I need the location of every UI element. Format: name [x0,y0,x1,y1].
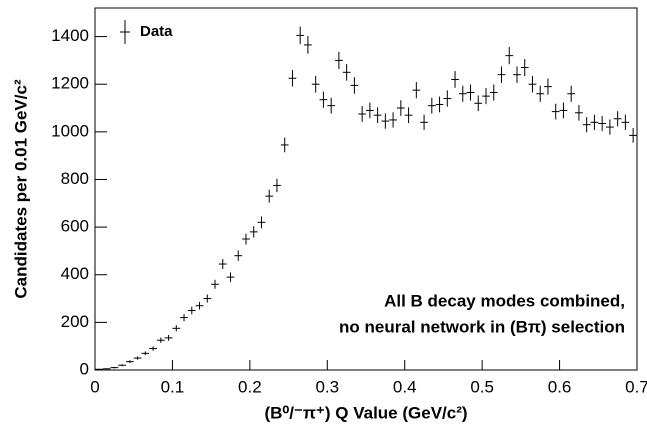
y-tick-label: 400 [61,264,89,283]
x-tick-label: 0.2 [238,377,262,396]
y-axis-label: Candidates per 0.01 GeV/c² [11,79,30,299]
plot-frame [94,7,638,371]
y-tick-label: 1200 [51,74,89,93]
y-tick-label: 1000 [51,121,89,140]
y-tick-label: 600 [61,217,89,236]
y-tick-label: 800 [61,169,89,188]
x-tick-label: 0.1 [161,377,185,396]
legend-label: Data [140,23,173,40]
x-tick-label: 0 [90,377,99,396]
x-tick-label: 0.5 [470,377,494,396]
y-tick-label: 1400 [51,26,89,45]
y-tick-label: 0 [80,359,89,378]
x-tick-label: 0.6 [548,377,572,396]
annotation: no neural network in (Bπ) selection [339,317,625,336]
x-tick-label: 0.7 [625,377,647,396]
x-tick-label: 0.3 [315,377,339,396]
x-tick-label: 0.4 [393,377,417,396]
x-axis-label: (B⁰/⁻π⁺) Q Value (GeV/c²) [264,403,467,422]
y-tick-label: 200 [61,312,89,331]
annotation: All B decay modes combined, [384,291,625,310]
